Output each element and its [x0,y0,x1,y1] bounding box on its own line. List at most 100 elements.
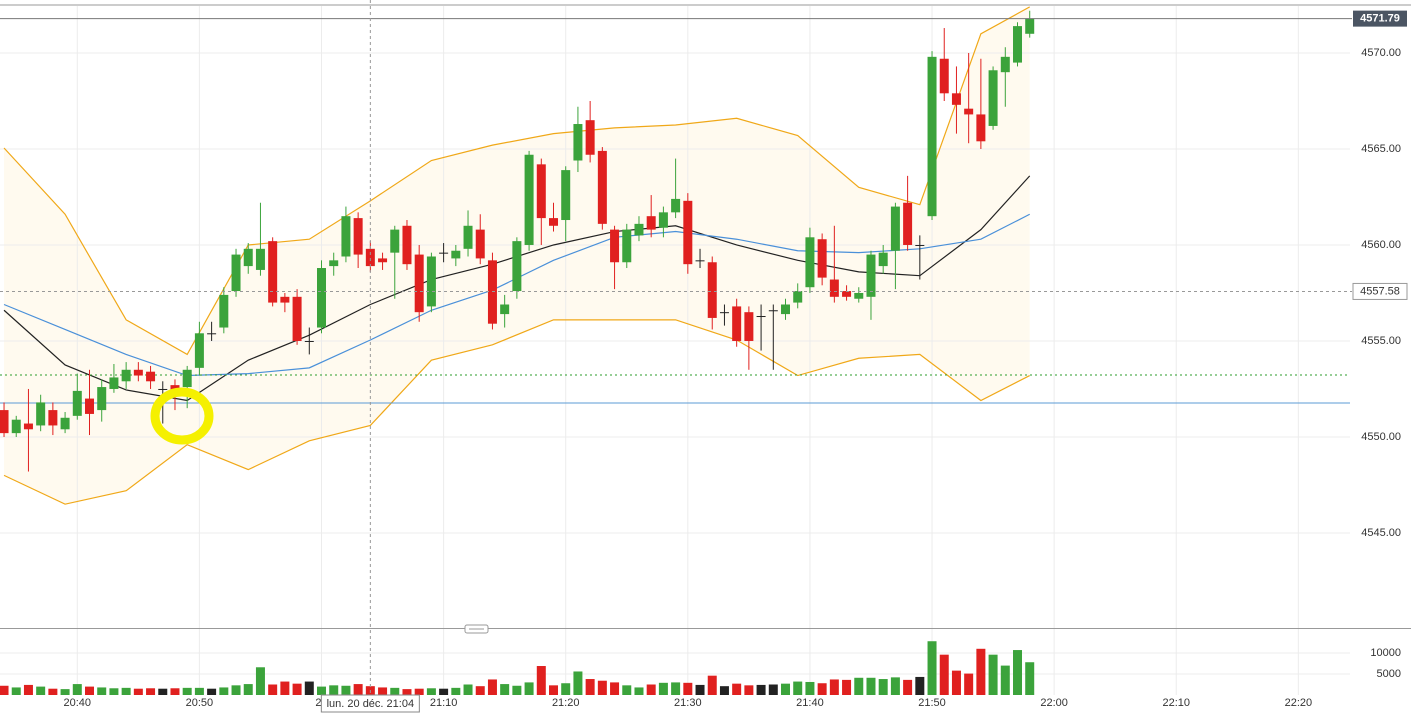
candle-body [536,164,546,219]
candle-body [610,229,620,263]
candle-body [561,170,571,221]
candle-body [793,291,803,303]
candle-body [353,218,363,255]
candle-body [707,262,717,318]
last-price-label: 4571.79 [1360,13,1400,25]
volume-bar [756,684,766,695]
candle-body [72,390,82,416]
volume-bar [732,683,742,695]
x-tick-label: 21:10 [430,697,458,709]
volume-bar [939,654,949,695]
candle-body [1025,18,1035,34]
volume-bar [243,684,253,695]
volume-bar [622,685,632,695]
overlay-layer [0,6,1350,505]
volume-bar [463,684,473,695]
volume-bar [744,685,754,695]
candle-body [878,252,888,267]
candle-body [744,312,754,341]
candle-body [475,229,485,259]
candle-body [964,108,974,115]
candle-body [182,369,192,388]
candle-body [329,260,339,267]
candle-body [915,244,925,246]
candle-body [781,304,791,315]
candle-body [573,124,583,161]
y-tick-label: 4555.00 [1361,335,1401,347]
volume-bar [500,684,510,695]
volume-bar [23,684,33,695]
indicator-line [3,6,1031,356]
candle-body [133,369,143,376]
candle-body [85,398,95,414]
volume-bar [353,684,363,695]
volume-bar [317,686,327,695]
volume-bar [48,688,58,695]
volume-bar [194,687,204,695]
candle-body [695,260,705,262]
volume-bar [1000,665,1010,695]
x-tick-label: 20:40 [64,697,92,709]
volume-bar [133,688,143,695]
candle-body [646,216,656,230]
candle-body [219,294,229,328]
candle-layer [0,10,1035,472]
volume-bar [634,687,644,695]
x-tick-label: 21:50 [918,697,946,709]
volume-bar [292,683,302,695]
volume-bar [72,684,82,695]
volume-bar [927,641,937,695]
volume-bar [329,685,339,695]
volume-bar [426,688,436,695]
volume-bar [231,685,241,695]
highlight-marker [150,387,214,445]
volume-bar [451,687,461,695]
candle-body [756,316,766,318]
candle-body [976,114,986,142]
candle-body [60,417,70,430]
volume-bar [781,683,791,695]
cursor-time-label: lun. 20 déc. 21:04 [327,698,414,710]
candle-body [97,387,107,411]
volume-bar [97,687,107,695]
x-tick-label: 21:20 [552,697,580,709]
candle-body [805,237,815,288]
volume-bar [158,688,168,695]
volume-bar [36,686,46,695]
volume-bar [585,679,595,695]
candle-body [939,58,949,94]
volume-bar [573,671,583,695]
candle-body [829,279,839,297]
volume-bar [988,654,998,695]
candle-body [378,258,388,263]
volume-bar [182,687,192,695]
cursor-price-label: 4557.58 [1360,285,1400,297]
candle-body [817,239,827,278]
volume-bar [805,681,815,695]
cursor-time-box [320,694,420,713]
candle-body [463,225,473,249]
volume-bar [561,683,571,695]
volume-bar [719,686,729,695]
cursor-price-box [1352,282,1408,300]
volume-bar [658,682,668,695]
candle-body [597,150,607,224]
candle-body [23,423,33,430]
candle-body [719,312,729,314]
candle-body [365,248,375,267]
volume-bar [378,687,388,695]
volume-bar [0,685,9,695]
candle-body [524,154,534,245]
volume-layer [0,641,1035,695]
volume-bar [121,687,131,695]
candle-body [36,402,46,426]
volume-bar [207,688,217,695]
volume-bar [1025,662,1035,695]
candle-body [585,120,595,155]
candle-body [158,388,168,390]
candle-body [109,377,119,389]
y-tick-label: 4565.00 [1361,143,1401,155]
volume-bar [255,667,265,695]
candle-body [207,333,217,335]
volume-bar [915,676,925,695]
